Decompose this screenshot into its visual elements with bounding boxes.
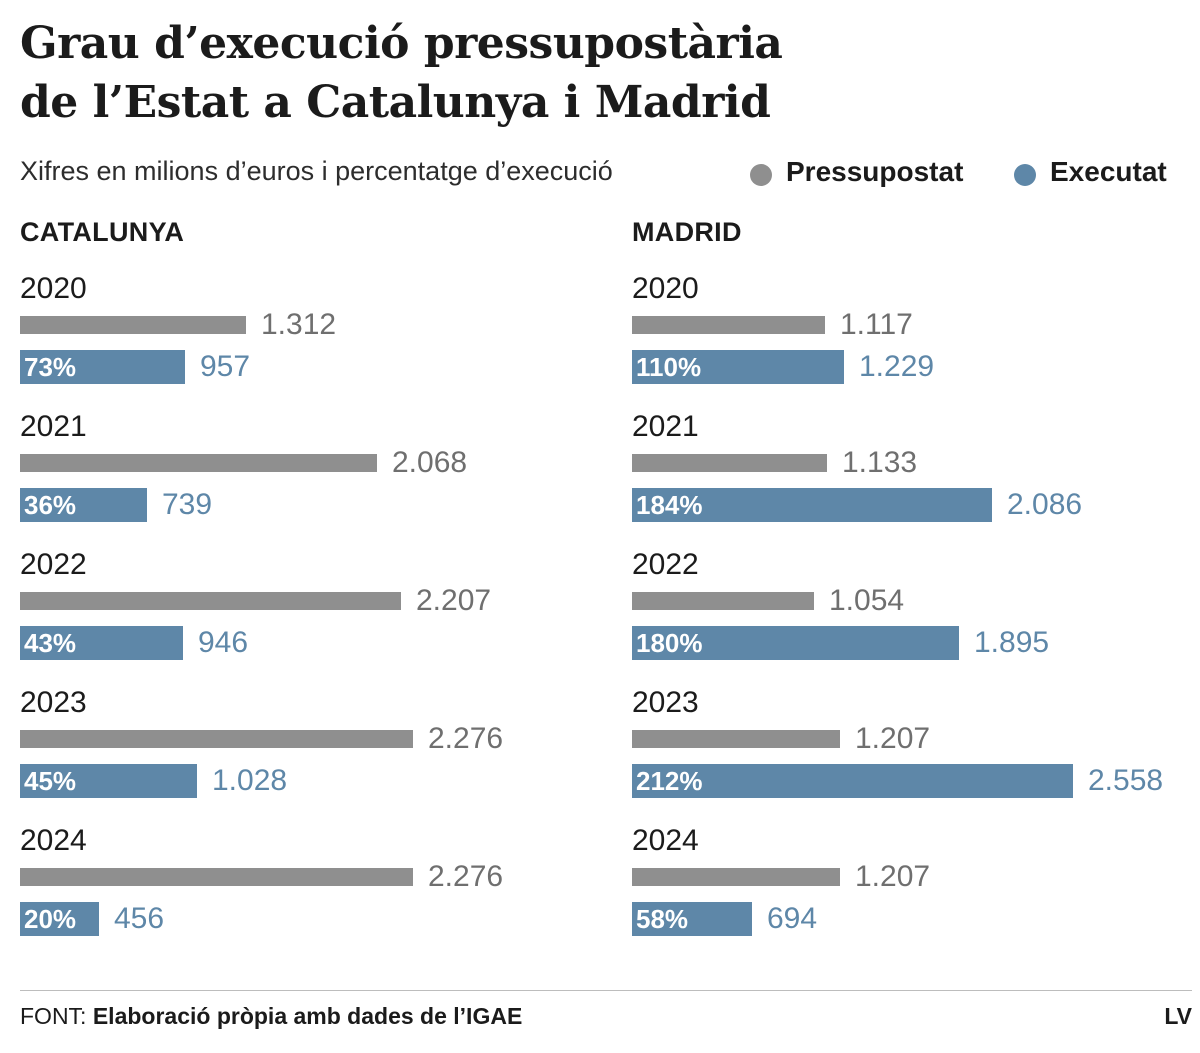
bar-pressupostat-madrid-2024	[632, 868, 840, 886]
year-label-madrid-2024: 2024	[632, 824, 699, 857]
legend-swatch-pressupostat	[750, 164, 772, 186]
value-pressupostat-madrid-2020: 1.117	[840, 308, 913, 341]
bar-executat-catalunya-2024	[20, 902, 99, 936]
value-pressupostat-madrid-2024: 1.207	[855, 860, 931, 893]
source-prefix: FONT:	[20, 1003, 87, 1029]
footer-divider	[20, 990, 1192, 991]
value-executat-madrid-2020: 1.229	[859, 350, 935, 383]
legend-label-executat: Executat	[1050, 156, 1167, 187]
source-text: Elaboració pròpia amb dades de l’IGAE	[92, 1003, 523, 1029]
percent-executat-catalunya-2020: 73%	[24, 352, 77, 382]
value-executat-catalunya-2024: 456	[114, 902, 165, 935]
bar-pressupostat-catalunya-2021	[20, 454, 377, 472]
bar-pressupostat-madrid-2020	[632, 316, 825, 334]
bar-executat-madrid-2023	[632, 764, 1073, 798]
panel-title-madrid: MADRID	[632, 217, 742, 247]
percent-executat-madrid-2024: 58%	[636, 904, 689, 934]
bar-pressupostat-madrid-2023	[632, 730, 840, 748]
chart-title: Grau d’execució pressupostària de l’Esta…	[20, 14, 783, 132]
year-label-madrid-2023: 2023	[632, 686, 699, 719]
percent-executat-catalunya-2022: 43%	[24, 628, 77, 658]
bar-executat-catalunya-2023	[20, 764, 197, 798]
chart-subtitle: Xifres en milions d’euros i percentatge …	[20, 156, 613, 186]
percent-executat-catalunya-2021: 36%	[24, 490, 77, 520]
value-pressupostat-catalunya-2024: 2.276	[428, 860, 504, 893]
year-label-catalunya-2024: 2024	[20, 824, 87, 857]
year-label-catalunya-2021: 2021	[20, 410, 87, 443]
percent-executat-catalunya-2024: 20%	[24, 904, 77, 934]
year-label-catalunya-2023: 2023	[20, 686, 87, 719]
value-executat-catalunya-2020: 957	[200, 350, 251, 383]
value-pressupostat-catalunya-2023: 2.276	[428, 722, 504, 755]
bar-executat-madrid-2020	[632, 350, 844, 384]
value-pressupostat-catalunya-2020: 1.312	[261, 308, 337, 341]
title-line-2: de l’Estat a Catalunya i Madrid	[20, 77, 771, 128]
bar-pressupostat-catalunya-2020	[20, 316, 246, 334]
brand-logo: LV	[1164, 1003, 1192, 1029]
bar-pressupostat-catalunya-2024	[20, 868, 413, 886]
year-label-madrid-2022: 2022	[632, 548, 699, 581]
percent-executat-madrid-2021: 184%	[636, 490, 703, 520]
percent-executat-madrid-2020: 110%	[636, 352, 702, 382]
bar-executat-madrid-2022	[632, 626, 959, 660]
bar-pressupostat-madrid-2021	[632, 454, 827, 472]
percent-executat-catalunya-2023: 45%	[24, 766, 77, 796]
year-label-catalunya-2022: 2022	[20, 548, 87, 581]
value-executat-madrid-2021: 2.086	[1007, 488, 1083, 521]
value-pressupostat-catalunya-2021: 2.068	[392, 446, 468, 479]
value-pressupostat-madrid-2022: 1.054	[829, 584, 905, 617]
bar-pressupostat-madrid-2022	[632, 592, 814, 610]
bar-pressupostat-catalunya-2023	[20, 730, 413, 748]
percent-executat-madrid-2022: 180%	[636, 628, 703, 658]
year-label-madrid-2021: 2021	[632, 410, 699, 443]
legend-label-pressupostat: Pressupostat	[786, 156, 964, 187]
value-pressupostat-catalunya-2022: 2.207	[416, 584, 492, 617]
bar-executat-catalunya-2022	[20, 626, 183, 660]
value-executat-madrid-2022: 1.895	[974, 626, 1050, 659]
bar-executat-catalunya-2021	[20, 488, 147, 522]
percent-executat-madrid-2023: 212%	[636, 766, 703, 796]
year-label-catalunya-2020: 2020	[20, 272, 87, 305]
value-executat-madrid-2024: 694	[767, 902, 818, 935]
bar-executat-catalunya-2020	[20, 350, 185, 384]
bar-executat-madrid-2024	[632, 902, 752, 936]
value-executat-catalunya-2023: 1.028	[212, 764, 288, 797]
value-executat-catalunya-2022: 946	[198, 626, 249, 659]
value-pressupostat-madrid-2021: 1.133	[842, 446, 918, 479]
panel-title-catalunya: CATALUNYA	[20, 217, 185, 247]
value-executat-madrid-2023: 2.558	[1088, 764, 1164, 797]
bar-pressupostat-catalunya-2022	[20, 592, 401, 610]
source-note: FONT: Elaboració pròpia amb dades de l’I…	[20, 1003, 522, 1030]
value-pressupostat-madrid-2023: 1.207	[855, 722, 931, 755]
title-line-1: Grau d’execució pressupostària	[20, 18, 783, 69]
year-label-madrid-2020: 2020	[632, 272, 699, 305]
legend-swatch-executat	[1014, 164, 1036, 186]
bar-executat-madrid-2021	[632, 488, 992, 522]
value-executat-catalunya-2021: 739	[162, 488, 213, 521]
